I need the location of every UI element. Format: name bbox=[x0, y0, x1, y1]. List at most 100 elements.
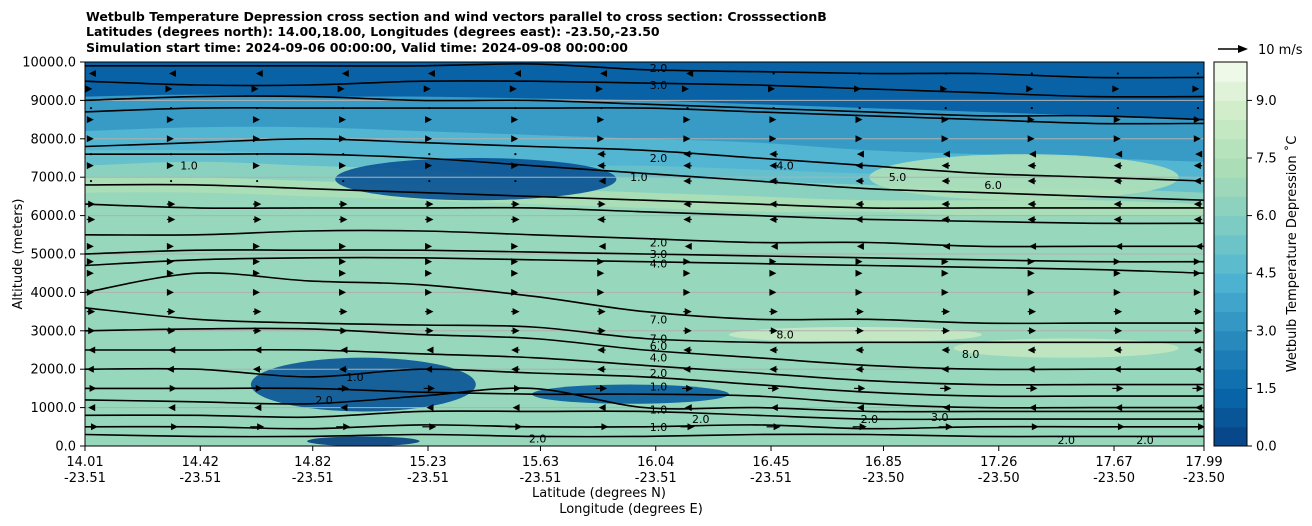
wind-vector-13-6-head bbox=[597, 288, 605, 296]
wind-vector-16-1-head bbox=[168, 346, 176, 354]
filled-region-5 bbox=[953, 338, 1179, 358]
wind-vector-5-10-head bbox=[942, 150, 950, 158]
wind-vector-2-4 bbox=[428, 106, 431, 110]
contour-label-25: 2.0 bbox=[861, 413, 879, 426]
contour-line-15 bbox=[85, 153, 1204, 201]
wind-vector-7-1 bbox=[169, 179, 173, 183]
wind-vector-3-0 bbox=[86, 116, 94, 124]
wind-vector-18-7-head bbox=[686, 384, 694, 392]
wind-vector-16-3-head bbox=[340, 346, 348, 354]
wind-vector-10-10 bbox=[942, 242, 950, 250]
wind-vector-3-5-head bbox=[511, 116, 519, 124]
wind-vector-0-7-head bbox=[686, 70, 694, 78]
wind-vector-17-7 bbox=[683, 365, 692, 373]
wind-vector-1-3 bbox=[337, 85, 345, 93]
quiver-key-arrow-head bbox=[1238, 45, 1248, 53]
wind-vector-0-0 bbox=[88, 70, 96, 78]
wind-vector-14-0-head bbox=[88, 308, 96, 316]
wind-vector-7-7 bbox=[683, 177, 692, 185]
wind-vector-6-11-head bbox=[1027, 162, 1035, 170]
wind-vector-19-9 bbox=[856, 404, 864, 412]
wind-vector-9-1-head bbox=[168, 215, 176, 223]
wind-vector-10-6-head bbox=[598, 242, 606, 250]
wind-vector-16-7-head bbox=[683, 346, 691, 354]
wind-vector-18-3-head bbox=[341, 384, 349, 392]
wind-vector-18-10-head bbox=[944, 384, 952, 392]
x-tick-lat-9: 17.67 bbox=[1095, 455, 1132, 470]
wind-vector-0-1 bbox=[168, 70, 176, 78]
wind-vector-11-0-head bbox=[86, 258, 94, 266]
wind-vector-17-9-head bbox=[855, 365, 863, 373]
filled-contours bbox=[85, 62, 1204, 446]
y-tick-label-9: 9000.0 bbox=[31, 94, 77, 109]
x-tick-lat-8: 17.26 bbox=[980, 455, 1017, 470]
wind-vector-13-2-head bbox=[252, 288, 260, 296]
plot-area: 2.03.02.01.02.03.04.07.07.06.04.02.01.01… bbox=[85, 62, 1204, 446]
y-tick-label-6: 6000.0 bbox=[31, 209, 77, 224]
wind-vector-10-3 bbox=[339, 242, 347, 250]
wind-vector-3-1 bbox=[166, 116, 174, 124]
wind-vector-4-8 bbox=[769, 135, 777, 143]
wind-vector-15-7-head bbox=[684, 327, 692, 335]
wind-vector-2-3 bbox=[342, 106, 345, 110]
wind-vector-14-11-head bbox=[1029, 308, 1037, 316]
wind-vector-9-13 bbox=[1193, 215, 1203, 223]
x-tick-lat-10: 17.99 bbox=[1185, 455, 1222, 470]
wind-vector-9-12-head bbox=[1113, 215, 1121, 223]
wind-vector-15-10-head bbox=[942, 327, 950, 335]
wind-vector-16-2-head bbox=[254, 346, 262, 354]
wind-vector-17-3 bbox=[339, 365, 348, 373]
wind-vector-18-6 bbox=[595, 384, 608, 392]
wind-vector-9-1 bbox=[166, 215, 176, 223]
wind-vector-14-4-head bbox=[426, 308, 434, 316]
wind-vector-2-10 bbox=[944, 106, 947, 110]
contour-label-19: 4.0 bbox=[776, 160, 794, 173]
wind-vector-2-7 bbox=[686, 106, 689, 110]
wind-vector-15-11-head bbox=[1029, 327, 1037, 335]
wind-vector-18-8-head bbox=[772, 384, 780, 392]
wind-vector-8-7 bbox=[683, 200, 692, 208]
wind-vector-15-0 bbox=[86, 327, 96, 335]
wind-vector-10-13-head bbox=[1195, 242, 1203, 250]
wind-vector-8-3 bbox=[339, 200, 348, 208]
wind-vector-4-13 bbox=[1193, 135, 1201, 143]
wind-vector-11-1-head bbox=[166, 258, 174, 266]
colorbar-segment-13 bbox=[1214, 177, 1247, 197]
wind-vector-10-1-head bbox=[166, 242, 174, 250]
wind-vector-2-8 bbox=[772, 106, 775, 110]
wind-vector-17-1-head bbox=[166, 365, 174, 373]
wind-vector-7-10-head bbox=[941, 177, 949, 185]
wind-vector-3-3-head bbox=[339, 116, 347, 124]
wind-vector-16-5-head bbox=[511, 346, 519, 354]
wind-vector-18-1 bbox=[165, 384, 177, 392]
wind-vector-14-3-head bbox=[340, 308, 348, 316]
wind-vector-15-6-head bbox=[598, 327, 606, 335]
wind-vector-13-0 bbox=[86, 288, 94, 296]
wind-vector-20-9-head bbox=[859, 423, 867, 431]
wind-vector-6-10 bbox=[941, 162, 950, 170]
wind-vector-14-7 bbox=[683, 308, 692, 316]
wind-vector-1-6-head bbox=[595, 85, 603, 93]
wind-vector-2-13 bbox=[1196, 106, 1200, 110]
title-line-1: Wetbulb Temperature Depression cross sec… bbox=[86, 9, 827, 24]
wind-vector-9-10-head bbox=[941, 215, 949, 223]
wind-vector-4-6 bbox=[597, 135, 605, 143]
wind-vector-13-1 bbox=[166, 288, 174, 296]
wind-vector-12-10 bbox=[941, 269, 949, 277]
wind-vector-13-10 bbox=[941, 288, 949, 296]
contour-label-22: 2.0 bbox=[315, 394, 333, 407]
colorbar-tick-label-3: 4.5 bbox=[1256, 267, 1277, 282]
wind-vector-16-10 bbox=[941, 346, 950, 354]
wind-vector-0-6 bbox=[600, 70, 608, 78]
wind-vector-14-8-head bbox=[770, 308, 778, 316]
wind-vector-15-13-head bbox=[1195, 327, 1203, 335]
wind-vector-4-10 bbox=[941, 135, 949, 143]
wind-vector-7-12-head bbox=[1113, 177, 1121, 185]
wind-vector-7-6-head bbox=[598, 177, 606, 185]
x-tick-lon-6: -23.51 bbox=[750, 471, 792, 486]
contour-lines bbox=[85, 63, 1204, 438]
x-axis-label-latitude: Latitude (degrees N) bbox=[532, 486, 666, 501]
wind-vector-20-11-head bbox=[1031, 423, 1039, 431]
wind-vector-19-10-head bbox=[942, 404, 950, 412]
wind-vector-8-4-head bbox=[426, 200, 434, 208]
